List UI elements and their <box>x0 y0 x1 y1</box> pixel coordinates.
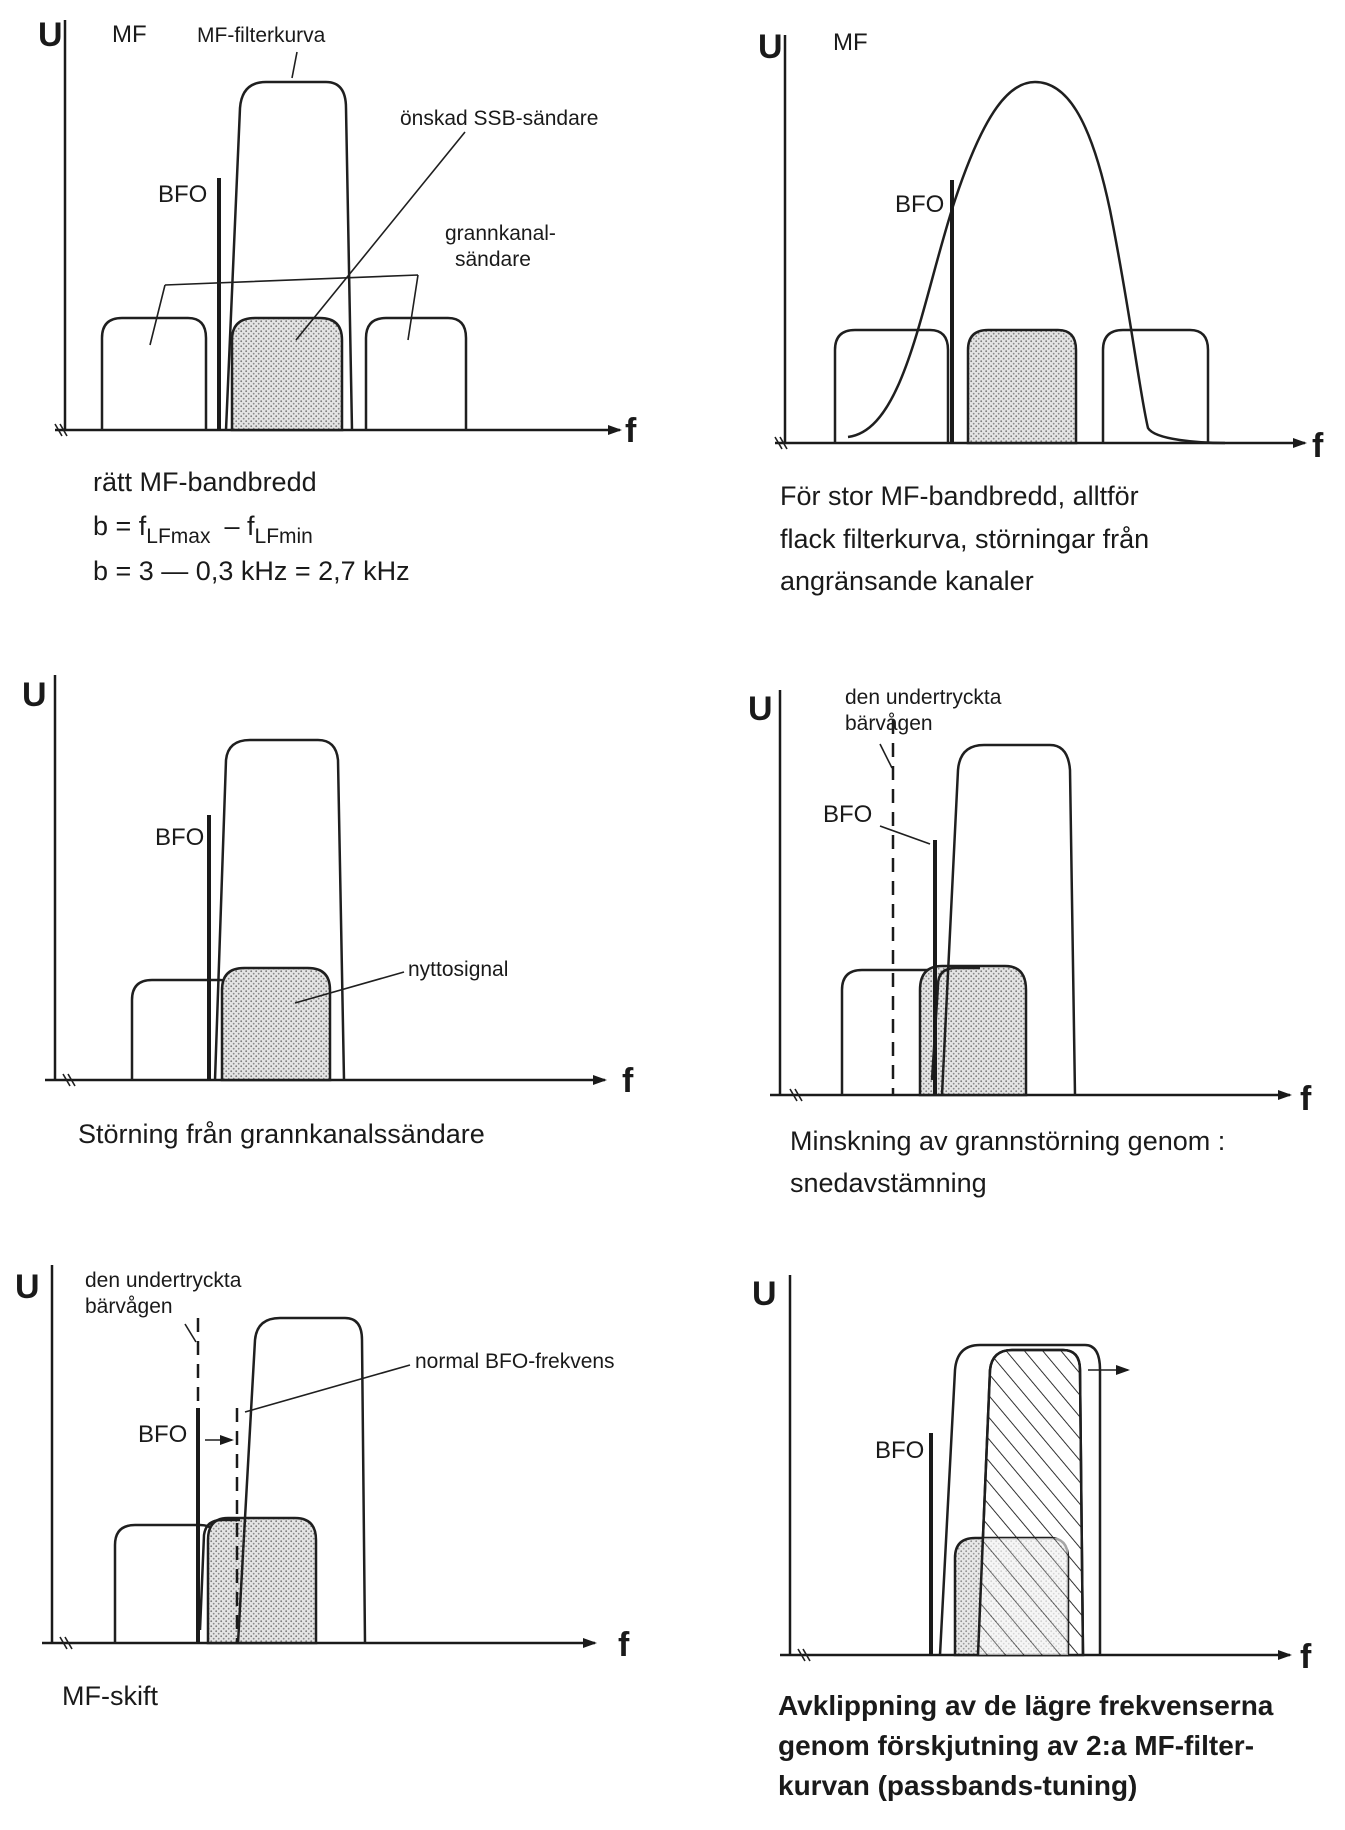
caption-line1: För stor MF-bandbredd, alltför <box>780 481 1139 511</box>
formula-minus: – f <box>224 511 255 541</box>
y-axis-label: U <box>15 1268 40 1306</box>
adjacent-channel-left <box>100 316 208 430</box>
adjacent-channel-right <box>364 316 468 430</box>
carrier-label-line2: bärvågen <box>845 712 933 735</box>
y-axis-label: U <box>38 16 63 54</box>
bfo-label: BFO <box>895 191 944 218</box>
panel-2: U f MF BFO För stor MF-bandbredd, alltfö… <box>758 28 1324 596</box>
axis-break-mark <box>789 1088 803 1102</box>
adjacent-channel-right <box>1101 328 1210 443</box>
caption-line1: Störning från grannkanalssändare <box>78 1119 485 1149</box>
x-axis-label: f <box>622 1062 634 1100</box>
axis-break-mark <box>54 423 68 437</box>
caption-line2: genom förskjutning av 2:a MF-filter- <box>778 1730 1254 1761</box>
useful-signal <box>220 966 332 1082</box>
panel-4: U f BFO den undertryckta bärvågen Minskn… <box>748 686 1312 1198</box>
panel-1: U f MF BFO MF-filterkurva önskad SSB-sän… <box>38 16 637 586</box>
carrier-label-line1: den undertryckta <box>85 1269 242 1292</box>
caption-line3: angränsande kanaler <box>780 566 1034 596</box>
clipped-region <box>978 1538 1068 1655</box>
caption-line1: MF-skift <box>62 1681 158 1711</box>
normal-bfo-label: normal BFO-frekvens <box>415 1350 615 1373</box>
normal-bfo-leader <box>244 1364 411 1413</box>
filter-curve-label: MF-filterkurva <box>197 24 326 47</box>
axis-break-mark <box>59 1636 73 1650</box>
adjacent-label-line1: grannkanal- <box>445 222 556 245</box>
caption-line2: flack filterkurva, störningar från <box>780 524 1149 554</box>
mf-label: MF <box>833 29 868 56</box>
carrier-leader <box>879 743 893 769</box>
bfo-label: BFO <box>823 801 872 828</box>
desired-ssb-label: önskad SSB-sändare <box>400 107 598 130</box>
x-axis-label: f <box>618 1626 630 1664</box>
mf-filter-curve <box>213 738 346 1081</box>
formula-start: b = f <box>93 511 147 541</box>
mf-filter-curve <box>940 743 1077 1096</box>
panel-5: U f BFO den undertryckta bärvågen normal… <box>15 1265 630 1711</box>
panel-6: U f BFO Avklippning av de lägre frekvens… <box>752 1275 1312 1801</box>
adjacent-label-line2: sändare <box>455 248 531 271</box>
caption-line1: Avklippning av de lägre frekvenserna <box>778 1690 1274 1721</box>
carrier-label-line1: den undertryckta <box>845 686 1002 709</box>
y-axis-label: U <box>752 1275 777 1313</box>
bfo-label: BFO <box>155 824 204 851</box>
panel-3: U f BFO nyttosignal Störning från grannk… <box>22 675 634 1149</box>
first-mf-filter-curve <box>938 1343 1102 1656</box>
x-axis-label: f <box>1312 427 1324 465</box>
shifted-mf-filter-curve <box>236 1316 367 1644</box>
desired-ssb-signal <box>966 328 1078 445</box>
caption-line2: b = fLFmax – fLFmin <box>93 511 313 548</box>
y-axis-label: U <box>758 28 783 66</box>
second-mf-filter-curve <box>976 1348 1085 1656</box>
overlap-curve <box>198 1518 240 1631</box>
axis-break-mark <box>62 1073 76 1087</box>
caption-line2: snedavstämning <box>790 1168 987 1198</box>
desired-ssb-signal <box>230 316 344 432</box>
formula-sub-max: LFmax <box>146 525 211 548</box>
filter-curve-leader <box>291 51 298 79</box>
wide-mf-filter-curve <box>847 80 1226 445</box>
bfo-label: BFO <box>875 1437 924 1464</box>
useful-signal-label: nyttosignal <box>408 958 508 981</box>
x-axis-label: f <box>1300 1638 1312 1676</box>
formula-sub-min: LFmin <box>255 525 313 548</box>
bfo-leader <box>879 825 931 845</box>
useful-signal <box>206 1516 318 1645</box>
bfo-label: BFO <box>138 1421 187 1448</box>
y-axis-label: U <box>22 676 47 714</box>
axis-break-mark <box>774 436 788 450</box>
x-axis-label: f <box>1300 1080 1312 1118</box>
axis-break-mark <box>797 1648 811 1662</box>
bfo-label: BFO <box>158 181 207 208</box>
y-axis-label: U <box>748 690 773 728</box>
carrier-label-line2: bärvågen <box>85 1295 173 1318</box>
mf-filter-curve <box>224 80 354 431</box>
caption-line1: Minskning av grannstörning genom : <box>790 1126 1225 1156</box>
caption-line1: rätt MF-bandbredd <box>93 467 317 497</box>
mf-label: MF <box>112 21 147 48</box>
overlap-curve <box>930 966 980 1081</box>
x-axis-label: f <box>625 412 637 450</box>
adjacent-leaders <box>149 274 419 346</box>
carrier-leader <box>184 1323 197 1343</box>
useful-signal-leader <box>294 971 405 1004</box>
adjacent-channel-left <box>833 328 950 443</box>
caption-line3: b = 3 — 0,3 kHz = 2,7 kHz <box>93 556 410 586</box>
desired-ssb-leader <box>295 131 466 341</box>
caption-line3: kurvan (passbands-tuning) <box>778 1770 1137 1801</box>
